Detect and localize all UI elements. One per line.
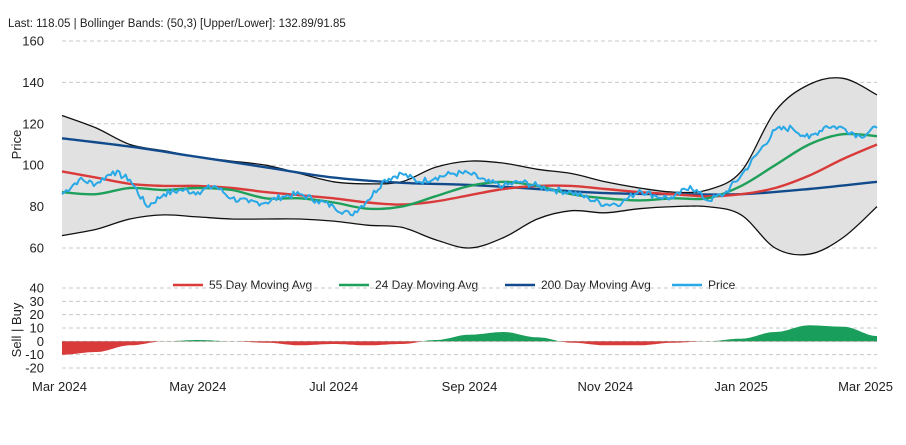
price-y-tick-label: 60 (30, 241, 44, 256)
bollinger-band (61, 77, 878, 256)
lower-band-line (61, 205, 878, 256)
price-axis-label: Price (9, 130, 24, 160)
price-y-ticks: 60 80 100 120 140 160 (22, 34, 44, 256)
legend-label: 200 Day Moving Avg (541, 278, 651, 292)
buy-area (62, 325, 877, 342)
x-tick-label: Mar 2024 (32, 379, 87, 394)
price-line (61, 124, 878, 217)
ma55-line (61, 143, 878, 206)
band-fill (62, 77, 877, 255)
oscillator-y-tick-label: 40 (30, 281, 44, 296)
x-tick-label: Jul 2024 (309, 379, 358, 394)
x-tick-label: May 2024 (169, 379, 226, 394)
x-tick-label: Jan 2025 (714, 379, 768, 394)
price-series-lines (61, 124, 878, 217)
ma24-line (61, 132, 878, 211)
price-y-tick-label: 160 (22, 34, 44, 49)
oscillator-y-tick-label: 0 (37, 334, 44, 349)
legend-label: 24 Day Moving Avg (375, 278, 478, 292)
oscillator-area (62, 325, 877, 355)
oscillator-axis-label: Sell | Buy (9, 302, 24, 357)
x-tick-label: Mar 2025 (838, 379, 893, 394)
legend-label: 55 Day Moving Avg (209, 278, 312, 292)
price-y-tick-label: 120 (22, 116, 44, 131)
sell-area (62, 341, 877, 355)
oscillator-gridlines (62, 287, 877, 369)
legend-entry: 200 Day Moving Avg (505, 278, 651, 292)
x-axis-ticks: Mar 2024 May 2024 Jul 2024 Sep 2024 Nov 2024… (32, 379, 893, 394)
oscillator-y-tick-label: 30 (30, 294, 44, 309)
legend-label: Price (708, 278, 736, 292)
oscillator-y-tick-label: 10 (30, 321, 44, 336)
chart-legend: 55 Day Moving Avg 24 Day Moving Avg 200 Da… (173, 278, 736, 292)
x-tick-label: Sep 2024 (442, 379, 498, 394)
legend-entry: 24 Day Moving Avg (339, 278, 478, 292)
oscillator-y-tick-label: 20 (30, 307, 44, 322)
oscillator-y-tick-label: -20 (25, 361, 44, 376)
oscillator-y-tick-label: -10 (25, 347, 44, 362)
price-y-tick-label: 80 (30, 199, 44, 214)
price-y-tick-label: 140 (22, 75, 44, 90)
price-y-tick-label: 100 (22, 158, 44, 173)
x-tick-label: Nov 2024 (578, 379, 634, 394)
legend-entry: 55 Day Moving Avg (173, 278, 312, 292)
chart-header: Last: 118.05 | Bollinger Bands: (50,3) [… (8, 18, 346, 30)
legend-entry: Price (672, 278, 736, 292)
